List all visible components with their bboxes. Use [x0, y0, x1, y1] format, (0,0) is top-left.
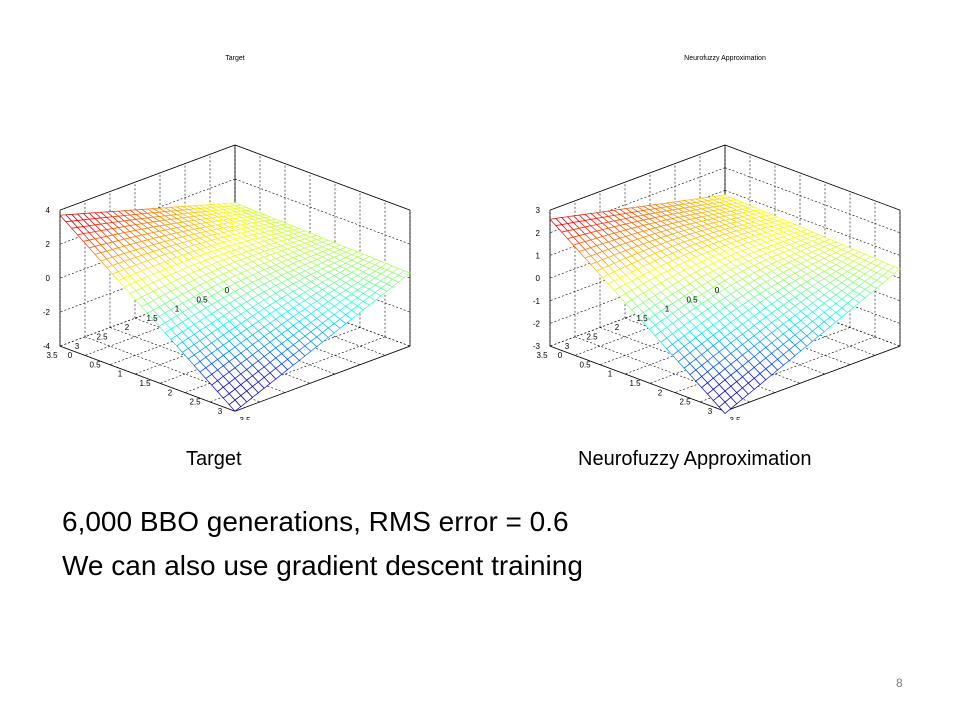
x-tick-label: 0	[558, 351, 563, 360]
y-tick-label: 1	[665, 305, 670, 314]
y-tick-label: 1.5	[146, 314, 158, 323]
surface-mesh	[549, 194, 901, 414]
x-tick-label: 3	[218, 407, 223, 416]
target-surface-plot: -4 -2 0 2 4 0 0.5 1 1.5 2 2.5 3 3.5 0 0.5 1 1.5 2 2.5 3 3.5 T…	[43, 55, 411, 420]
z-tick-label: -3	[533, 342, 541, 351]
wall-gridline	[724, 190, 901, 256]
y-tick-label: 2.5	[96, 333, 108, 342]
x-tick-label: 0.5	[579, 360, 591, 369]
floor-gridline	[699, 336, 876, 403]
x-tick-label: 3.5	[729, 416, 741, 420]
tick-labels: -4 -2 0 2 4 0 0.5 1 1.5 2 2.5 3 3.5 0 0.5 1 1.5 2 2.5 3 3.5	[43, 206, 251, 420]
body-text-gradient-descent: We can also use gradient descent trainin…	[62, 550, 583, 581]
x-tick-label: 1.5	[629, 379, 641, 388]
wall-gridline	[234, 178, 411, 245]
x-tick-label: 2	[168, 388, 173, 397]
y-tick-label: 2	[615, 323, 620, 332]
y-tick-label: 0.5	[196, 295, 208, 304]
x-tick-label: 1	[118, 370, 123, 379]
z-tick-label: 4	[46, 206, 51, 215]
z-tick-label: -2	[43, 308, 51, 317]
box-edge	[724, 144, 901, 211]
box-edge	[234, 144, 411, 211]
z-tick-label: -1	[533, 297, 541, 306]
box-edge	[549, 144, 726, 211]
plot-title: Target	[225, 55, 245, 62]
x-tick-label: 2	[658, 388, 663, 397]
surface-cell	[228, 399, 242, 412]
z-tick-label: 0	[46, 274, 51, 283]
x-tick-label: 2.5	[189, 398, 201, 407]
y-tick-label: 2.5	[586, 333, 598, 342]
plot-title: Neurofuzzy Approximation	[684, 55, 766, 62]
x-tick-label: 1	[608, 370, 613, 379]
caption-target: Target	[186, 448, 242, 470]
y-tick-label: 3	[565, 342, 570, 351]
y-tick-label: 2	[125, 323, 130, 332]
x-tick-label: 3.5	[239, 416, 251, 420]
y-tick-label: 0	[715, 286, 720, 295]
y-tick-label: 3.5	[46, 351, 58, 360]
tick-labels: -3-2-1012300.511.522.533.500.511.522.533…	[533, 206, 741, 420]
z-tick-label: 2	[46, 240, 51, 249]
y-tick-label: 1.5	[636, 314, 648, 323]
caption-neurofuzzy: Neurofuzzy Approximation	[578, 448, 812, 470]
y-tick-label: 1	[175, 305, 180, 314]
y-tick-label: 3	[75, 342, 80, 351]
z-tick-label: 2	[536, 229, 541, 238]
x-tick-label: 2.5	[679, 398, 691, 407]
z-tick-label: 3	[536, 206, 541, 215]
x-tick-label: 0	[68, 351, 73, 360]
x-axis-line	[549, 345, 726, 412]
page-number: 8	[896, 676, 903, 690]
z-tick-label: -4	[43, 342, 51, 351]
z-tick-label: 0	[536, 274, 541, 283]
wall-gridline	[724, 167, 901, 234]
y-tick-label: 0	[225, 286, 230, 295]
neurofuzzy-surface-plot: -3-2-1012300.511.522.533.500.511.522.533…	[533, 55, 901, 420]
z-tick-label: 1	[536, 251, 541, 260]
x-tick-label: 3	[708, 407, 713, 416]
x-axis-line	[59, 345, 236, 412]
surface-cell	[718, 401, 732, 414]
y-tick-label: 0.5	[686, 295, 698, 304]
floor-gridline	[209, 336, 386, 403]
y-axis-line	[724, 345, 901, 412]
surface-mesh	[59, 202, 411, 412]
x-tick-label: 1.5	[139, 379, 151, 388]
box-edge	[59, 144, 236, 211]
z-tick-label: -2	[533, 319, 541, 328]
floor-gridline	[84, 336, 261, 403]
y-axis-line	[234, 345, 411, 412]
body-text-generations: 6,000 BBO generations, RMS error = 0.6	[62, 506, 569, 537]
x-tick-label: 0.5	[89, 360, 101, 369]
wall-gridline	[549, 167, 726, 234]
floor-gridline	[574, 336, 751, 403]
y-tick-label: 3.5	[536, 351, 548, 360]
